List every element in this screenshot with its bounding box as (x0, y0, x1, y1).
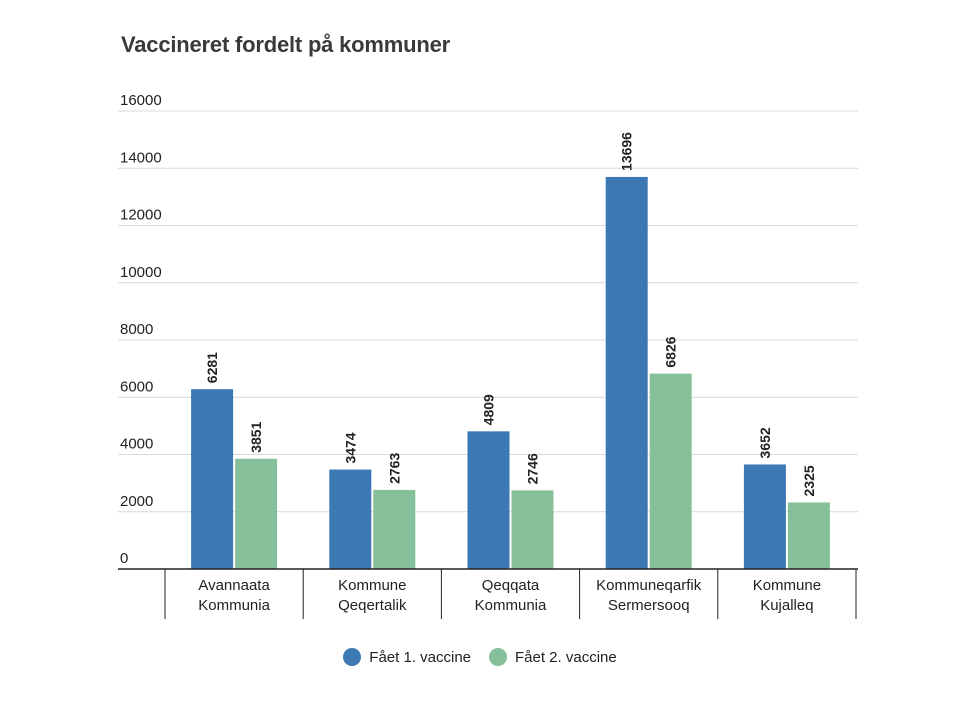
y-tick-label-4000: 4000 (120, 436, 153, 453)
y-tick-label-14000: 14000 (120, 149, 162, 166)
x-tick-label-3-line-1: Qeqqata (482, 577, 540, 594)
y-tick-label-12000: 12000 (120, 207, 162, 224)
x-tick-label-1-line-2: Kommunia (198, 597, 270, 614)
legend-item-series-1: Fået 1. vaccine (343, 648, 471, 666)
legend: Fået 1. vaccine Fået 2. vaccine (0, 648, 960, 666)
bar-series-1-cat-3 (467, 431, 510, 569)
data-label-series-1-cat-2: 3474 (342, 432, 358, 463)
bar-series-1-cat-1 (191, 389, 234, 569)
x-axis: Avannaata Kommunia Kommune Qeqertalik Qeqqat… (118, 568, 858, 619)
y-tick-label-8000: 8000 (120, 321, 153, 338)
data-label-series-1-cat-4: 13696 (619, 132, 635, 171)
data-label-series-2-cat-2: 2763 (386, 453, 402, 484)
y-tick-label-16000: 16000 (120, 92, 162, 109)
bar-series-2-cat-2 (373, 489, 416, 569)
data-label-series-2-cat-1: 3851 (248, 421, 264, 452)
data-label-series-2-cat-4: 6826 (663, 336, 679, 367)
bar-series-1-cat-4 (605, 176, 648, 569)
bars (191, 176, 830, 569)
legend-swatch-series-1 (343, 648, 362, 666)
legend-label-series-1: Fået 1. vaccine (369, 648, 471, 666)
bar-series-1-cat-5 (743, 464, 786, 569)
x-tick-label-5-line-2: Kujalleq (760, 597, 813, 614)
y-tick-label-2000: 2000 (120, 493, 153, 510)
chart-title: Vaccineret fordelt på kommuner (121, 32, 450, 57)
data-label-series-1-cat-3: 4809 (481, 394, 497, 425)
bar-series-2-cat-3 (511, 490, 554, 569)
legend-swatch-series-2 (489, 648, 507, 666)
data-label-series-2-cat-5: 2325 (801, 465, 817, 496)
x-tick-label-2-line-1: Kommune (338, 577, 406, 594)
data-label-series-2-cat-3: 2746 (525, 453, 541, 484)
bar-series-2-cat-5 (787, 502, 830, 569)
legend-item-series-2: Fået 2. vaccine (489, 648, 617, 666)
x-tick-label-2-line-2: Qeqertalik (338, 597, 407, 614)
legend-label-series-2: Fået 2. vaccine (515, 648, 617, 666)
x-tick-label-4-line-1: Kommuneqarfik (596, 577, 702, 594)
x-tick-label-4-line-2: Sermersooq (608, 597, 690, 614)
y-tick-label-10000: 10000 (120, 264, 162, 281)
y-tick-label-0: 0 (120, 550, 128, 567)
x-tick-label-3-line-2: Kommunia (475, 597, 547, 614)
bar-series-1-cat-2 (329, 469, 372, 569)
y-tick-label-6000: 6000 (120, 378, 153, 395)
x-tick-label-1-line-1: Avannaata (198, 577, 270, 594)
data-label-series-1-cat-5: 3652 (757, 427, 773, 458)
gridlines: 0 2000 4000 6000 8000 10000 12000 14000 16000 (118, 92, 858, 567)
data-label-series-1-cat-1: 6281 (204, 352, 220, 383)
bar-series-2-cat-1 (235, 458, 278, 569)
data-labels: 6281 3851 3474 2763 4809 2746 13696 6826 3652 232… (204, 132, 817, 497)
bar-series-2-cat-4 (649, 373, 692, 569)
x-tick-label-5-line-1: Kommune (753, 577, 821, 594)
